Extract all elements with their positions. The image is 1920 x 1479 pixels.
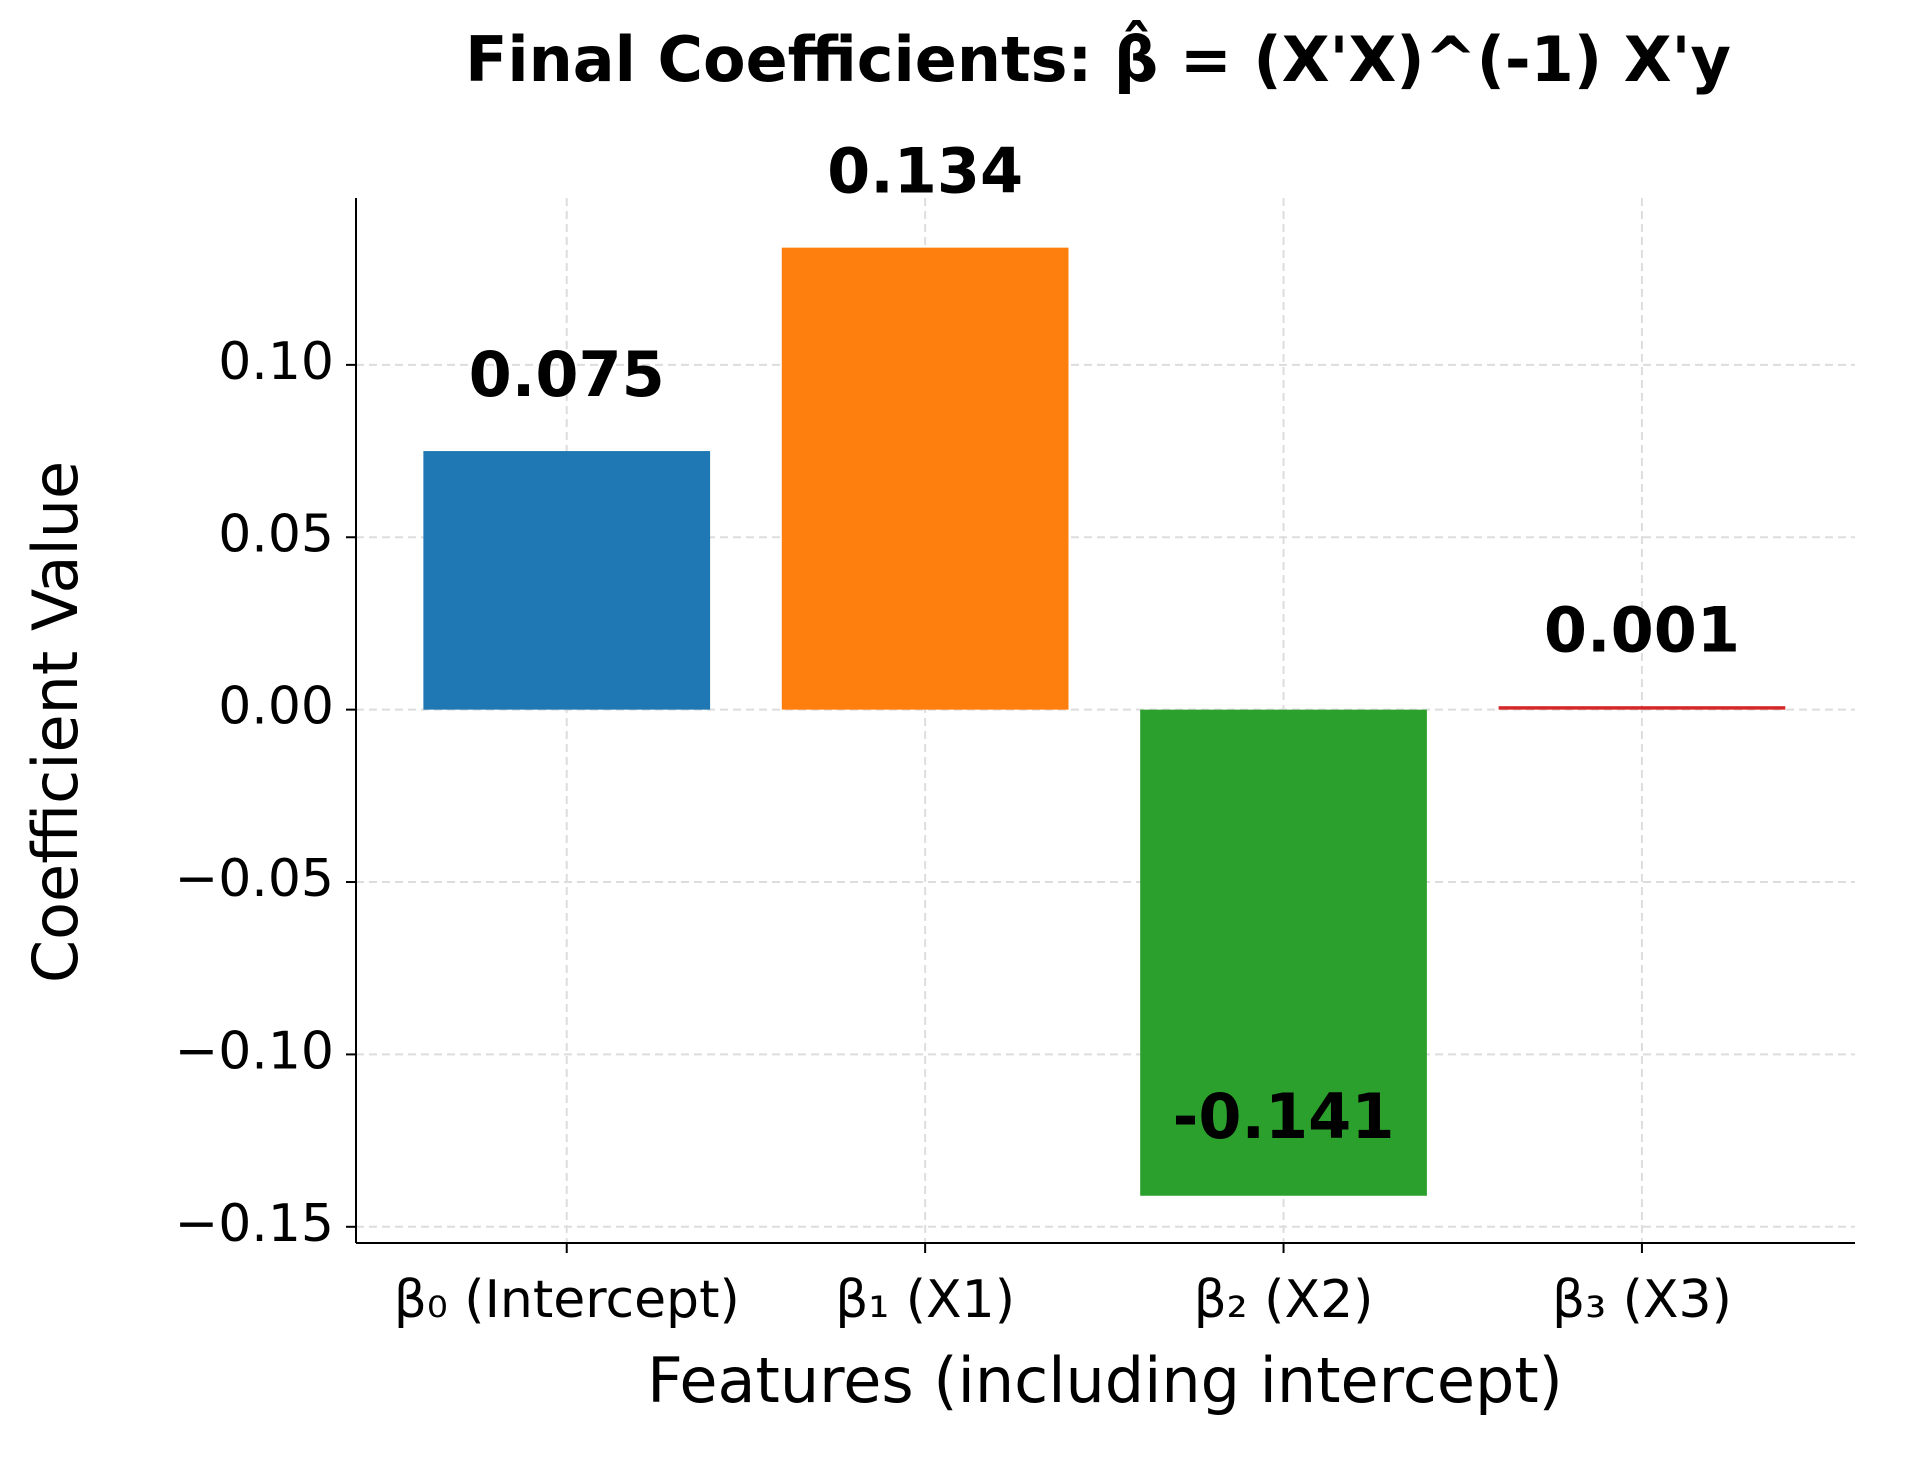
y-axis-label: Coefficient Value [19, 461, 92, 983]
y-tick-label: −0.05 [175, 849, 334, 909]
value-label: -0.141 [1173, 1080, 1395, 1153]
y-tick-label: 0.10 [218, 332, 334, 392]
y-tick-label: 0.05 [218, 504, 334, 564]
y-tick-label: −0.10 [175, 1021, 334, 1081]
x-tick-label: β₂ (X2) [1194, 1270, 1374, 1330]
bar [423, 451, 711, 710]
x-axis-label: Features (including intercept) [647, 1344, 1563, 1417]
bar [1498, 706, 1786, 710]
value-label: 0.001 [1544, 593, 1740, 666]
bar [781, 247, 1069, 710]
y-tick-label: −0.15 [175, 1194, 334, 1254]
x-tick-label: β₁ (X1) [835, 1270, 1015, 1330]
value-label: 0.134 [827, 135, 1023, 208]
bar [1140, 709, 1427, 1196]
x-tick-label: β₀ (Intercept) [394, 1270, 740, 1330]
value-label: 0.075 [469, 338, 665, 411]
x-tick-label: β₃ (X3) [1552, 1270, 1732, 1330]
y-tick-label: 0.00 [218, 677, 334, 737]
chart-title: Final Coefficients: β̂ = (X'X)^(-1) X'y [465, 19, 1731, 96]
